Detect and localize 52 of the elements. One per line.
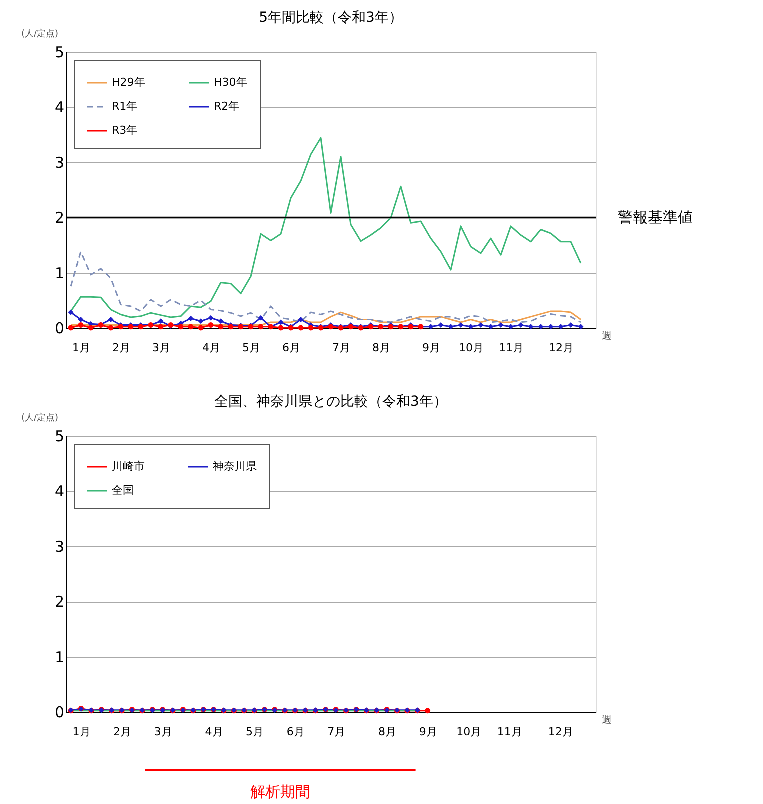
text: 週 (602, 715, 612, 726)
x-tick-label: 3月 (154, 726, 172, 738)
x-tick-label: 5月 (246, 726, 264, 738)
y-tick-label: 3 (54, 538, 64, 556)
y-axis-title: (人/定点) (22, 412, 59, 424)
x-tick-label: 6月 (286, 726, 305, 738)
y-tick-label: 4 (54, 482, 64, 501)
y-tick-label: 0 (54, 704, 64, 722)
ref-line-label: 警報基準値 (618, 208, 693, 227)
x-tick-label: 3月 (152, 342, 170, 354)
y-tick-label: 1 (54, 648, 64, 666)
y-tick-label: 5 (54, 44, 64, 62)
x-tick-label: 2月 (112, 342, 130, 354)
text: 解析期間 (250, 783, 311, 801)
x-tick-label: 5月 (242, 342, 260, 354)
x-tick-label: 7月 (332, 342, 350, 354)
x-tick-label: 8月 (372, 342, 390, 354)
x-tick-label: 1月 (72, 726, 91, 738)
y-axis-title: (人/定点) (22, 28, 59, 40)
y-tick-label: 2 (54, 209, 64, 228)
x-tick-label: 12月 (549, 342, 574, 354)
y-tick-label: 2 (54, 593, 64, 612)
y-tick-label: 5 (54, 428, 64, 446)
legend-label: H29年 (112, 76, 146, 89)
x-tick-label: 1月 (72, 342, 90, 354)
legend-label: R3年 (112, 124, 138, 137)
y-tick-label: 0 (54, 320, 64, 338)
legend-label: 神奈川県 (213, 460, 257, 473)
y-tick-label: 1 (54, 264, 64, 282)
x-tick-label: 4月 (202, 342, 220, 354)
x-tick-label: 11月 (499, 342, 524, 354)
legend-label: H30年 (214, 76, 248, 89)
legend-label: 川崎市 (112, 460, 145, 473)
legend-label: R1年 (112, 100, 138, 113)
legend-label: 全国 (112, 484, 134, 497)
x-tick-label: 10月 (456, 726, 482, 738)
x-tick-label: 7月 (328, 726, 346, 738)
x-tick-label: 9月 (422, 342, 440, 354)
x-tick-label: 12月 (548, 726, 574, 738)
x-tick-label: 9月 (419, 726, 438, 738)
x-tick-label: 4月 (205, 726, 224, 738)
x-tick-label: 8月 (378, 726, 397, 738)
x-tick-label: 11月 (497, 726, 522, 738)
text: 週 (602, 331, 612, 342)
legend-label: R2年 (214, 100, 240, 113)
chart-title: 5年間比較（令和3年） (259, 10, 403, 26)
y-tick-label: 3 (54, 154, 64, 172)
chart-title: 全国、神奈川県との比較（令和3年） (214, 394, 448, 410)
x-tick-label: 2月 (114, 726, 132, 738)
x-tick-label: 10月 (459, 342, 484, 354)
y-tick-label: 4 (54, 98, 64, 117)
x-tick-label: 6月 (282, 342, 300, 354)
